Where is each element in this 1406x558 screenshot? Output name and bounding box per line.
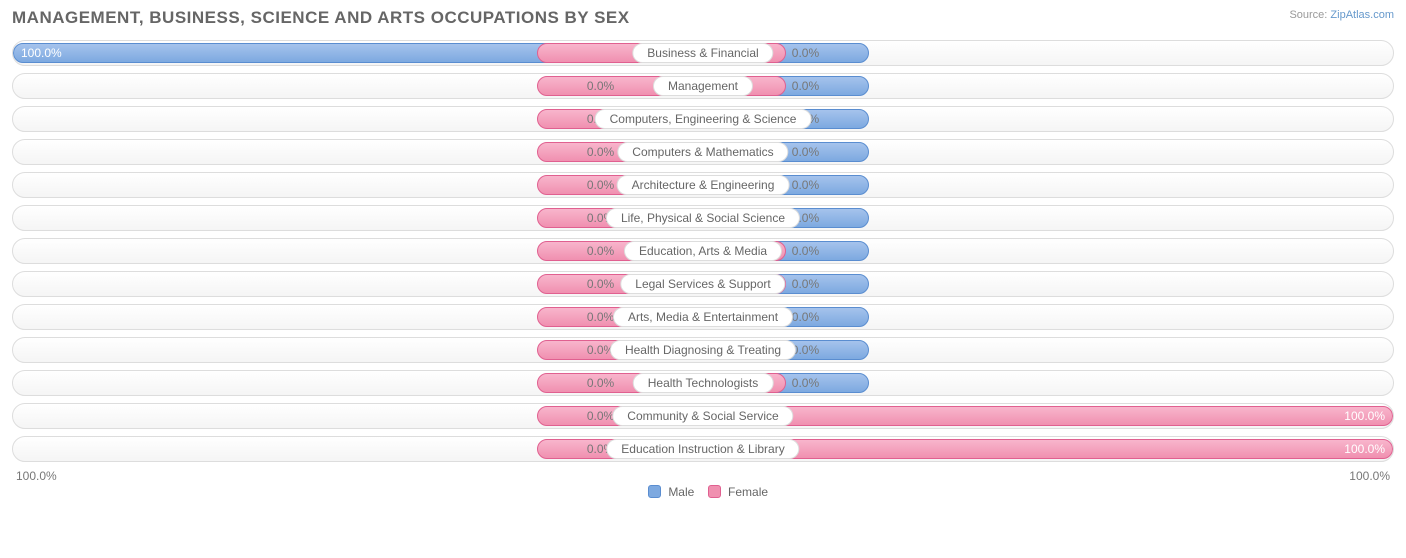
female-percent-label: 0.0% (792, 79, 819, 93)
male-swatch-icon (648, 485, 661, 498)
legend-female-label: Female (728, 485, 768, 499)
chart-row: 0.0% 0.0% Management (12, 73, 1394, 99)
male-percent-label: 0.0% (587, 178, 614, 192)
axis-left-label: 100.0% (16, 469, 57, 483)
category-label: Legal Services & Support (620, 274, 785, 294)
category-label: Business & Financial (632, 43, 773, 63)
chart-row: 0.0%0.0%Life, Physical & Social Science (12, 205, 1394, 231)
female-percent-label: 0.0% (792, 178, 819, 192)
category-label: Health Diagnosing & Treating (610, 340, 796, 360)
category-label: Arts, Media & Entertainment (613, 307, 793, 327)
male-percent-label: 0.0% (587, 277, 614, 291)
source-name: ZipAtlas.com (1330, 9, 1394, 21)
chart-row: 100.0% 0.0% Business & Financial (12, 40, 1394, 66)
male-percent-label: 0.0% (587, 376, 614, 390)
male-percent-label: 100.0% (21, 46, 62, 60)
category-label: Architecture & Engineering (617, 175, 790, 195)
category-label: Education Instruction & Library (606, 439, 799, 459)
male-percent-label: 0.0% (587, 244, 614, 258)
chart-source: Source: ZipAtlas.com (1289, 8, 1394, 22)
female-percent-label: 0.0% (792, 244, 819, 258)
chart-row: 0.0% 100.0% Community & Social Service (12, 403, 1394, 429)
female-percent-label: 100.0% (1344, 442, 1385, 456)
male-percent-label: 0.0% (587, 409, 614, 423)
source-label: Source: (1289, 9, 1327, 21)
chart-row: 0.0% 0.0% Health Technologists (12, 370, 1394, 396)
female-percent-label: 0.0% (792, 46, 819, 60)
chart-row: 0.0% 0.0%Arts, Media & Entertainment (12, 304, 1394, 330)
chart-header: MANAGEMENT, BUSINESS, SCIENCE AND ARTS O… (12, 8, 1394, 28)
category-label: Health Technologists (633, 373, 774, 393)
chart-row: 0.0% 0.0%Architecture & Engineering (12, 172, 1394, 198)
category-label: Life, Physical & Social Science (606, 208, 800, 228)
female-percent-label: 0.0% (792, 310, 819, 324)
category-label: Community & Social Service (612, 406, 793, 426)
category-label: Education, Arts & Media (624, 241, 782, 261)
chart-title: MANAGEMENT, BUSINESS, SCIENCE AND ARTS O… (12, 8, 630, 28)
category-label: Computers, Engineering & Science (595, 109, 812, 129)
male-percent-label: 0.0% (587, 79, 614, 93)
chart-row: 0.0%0.0%Computers, Engineering & Science (12, 106, 1394, 132)
chart-row: 0.0%0.0%Health Diagnosing & Treating (12, 337, 1394, 363)
x-axis: 100.0% 100.0% (12, 469, 1394, 483)
chart-row: 0.0% 0.0% Legal Services & Support (12, 271, 1394, 297)
male-percent-label: 0.0% (587, 145, 614, 159)
female-percent-label: 0.0% (792, 376, 819, 390)
chart-row: 0.0%100.0%Education Instruction & Librar… (12, 436, 1394, 462)
female-percent-label: 0.0% (792, 145, 819, 159)
category-label: Management (653, 76, 753, 96)
diverging-bar-chart: 100.0% 0.0% Business & Financial 0.0% 0.0% Ma… (12, 40, 1394, 462)
female-swatch-icon (708, 485, 721, 498)
category-label: Computers & Mathematics (617, 142, 788, 162)
chart-row: 0.0%0.0%Computers & Mathematics (12, 139, 1394, 165)
male-percent-label: 0.0% (587, 310, 614, 324)
female-percent-label: 100.0% (1344, 409, 1385, 423)
legend: Male Female (12, 485, 1394, 499)
female-percent-label: 0.0% (792, 277, 819, 291)
chart-row: 0.0% 0.0% Education, Arts & Media (12, 238, 1394, 264)
legend-male-label: Male (668, 485, 694, 499)
axis-right-label: 100.0% (1349, 469, 1390, 483)
